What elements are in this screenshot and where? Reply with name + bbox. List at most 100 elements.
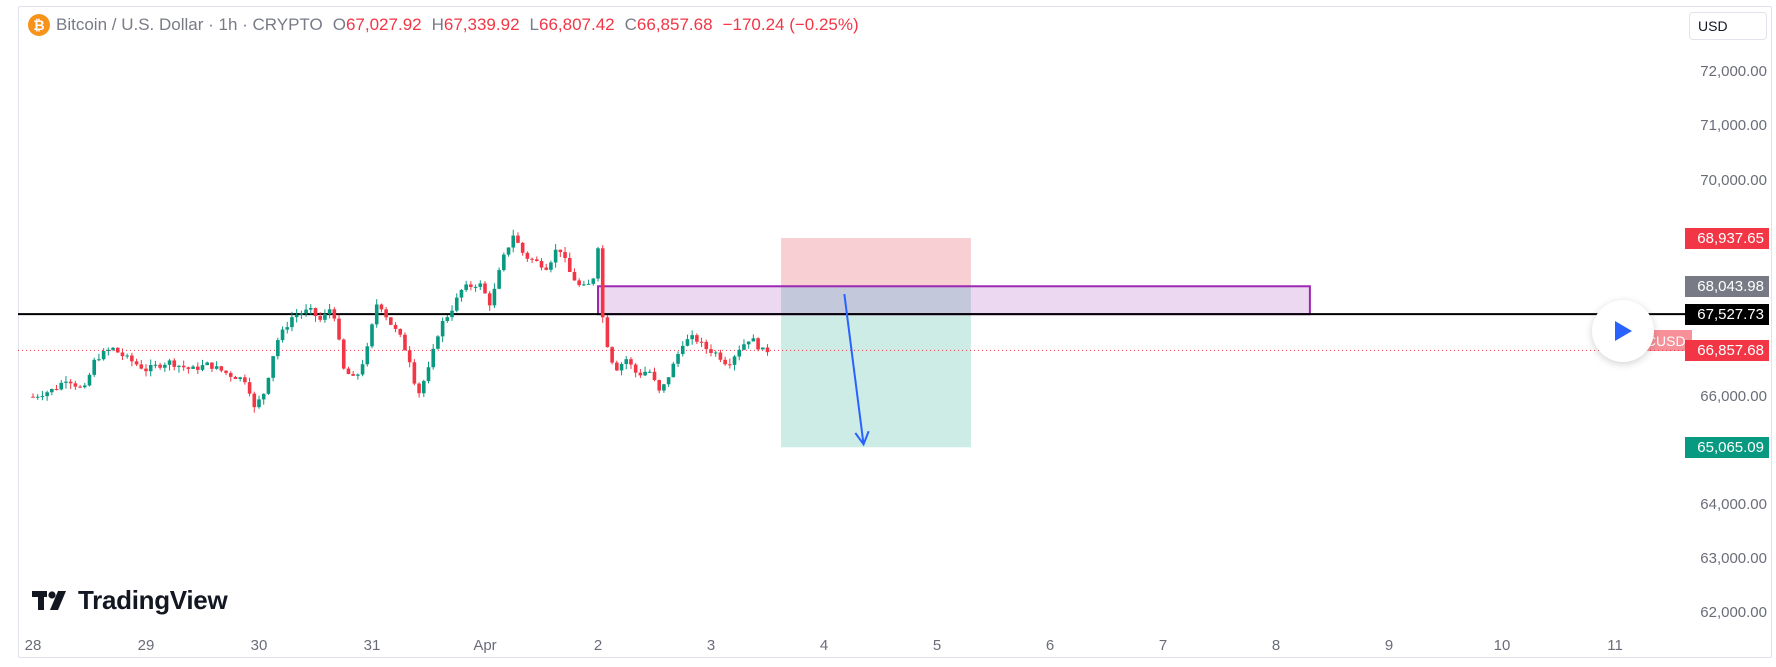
time-axis-tick: 10	[1493, 637, 1511, 654]
candle-body	[525, 252, 530, 259]
candle-body	[341, 339, 346, 369]
candle-body	[403, 334, 407, 351]
candle-body	[421, 381, 426, 394]
ohlc-open: O67,027.92	[332, 15, 422, 34]
candle-body	[158, 364, 162, 368]
candle-body	[374, 304, 379, 325]
price-axis-tick: 63,000.00	[1700, 549, 1767, 567]
candle-body	[511, 235, 516, 248]
projection-arrow-head	[854, 430, 870, 447]
candle-body	[191, 366, 195, 369]
time-axis-tick: 31	[363, 637, 381, 654]
candle-body	[473, 286, 478, 288]
candle-body	[728, 364, 732, 366]
candle-body	[360, 364, 365, 375]
candle-body	[200, 365, 205, 370]
candle-body	[318, 316, 323, 320]
symbol-title[interactable]: Bitcoin / U.S. Dollar · 1h · CRYPTO	[56, 15, 323, 34]
time-axis-tick: 7	[1158, 637, 1168, 654]
candle-body	[393, 324, 398, 329]
candle-body	[40, 396, 45, 398]
candle-body	[605, 317, 610, 348]
candle-body	[252, 393, 257, 408]
symbol-header[interactable]: ₿ Bitcoin / U.S. Dollar · 1h · CRYPTO O6…	[28, 14, 859, 36]
supply-zone-box	[597, 285, 1311, 316]
candle-body	[497, 270, 501, 289]
candle-body	[563, 252, 567, 258]
time-axis-tick: 8	[1271, 637, 1281, 654]
candle-body	[760, 347, 765, 350]
tradingview-logo-text: TradingView	[78, 585, 228, 615]
price-axis-tick: 64,000.00	[1700, 495, 1767, 513]
candle-body	[539, 261, 544, 268]
ohlc-values: O67,027.92 H67,339.92 L66,807.42 C66,857…	[333, 15, 859, 35]
candle-body	[487, 293, 492, 306]
candle-body	[737, 349, 742, 357]
price-axis-tick: 72,000.00	[1700, 63, 1767, 81]
candle-body	[214, 366, 219, 369]
ohlc-change: −170.24 (−0.25%)	[722, 15, 859, 34]
replay-button[interactable]	[1592, 300, 1654, 362]
candle-body	[450, 310, 454, 318]
candle-body	[261, 393, 266, 400]
candle-body	[195, 366, 200, 370]
candle-body	[233, 376, 238, 379]
price-tag: 66,857.68	[1685, 340, 1769, 362]
candle-body	[139, 364, 144, 369]
candle-body	[224, 370, 228, 373]
candle-body	[502, 254, 506, 271]
candle-body	[676, 353, 680, 364]
time-axis-tick: 28	[24, 637, 42, 654]
candle-body	[370, 324, 374, 347]
candle-body	[177, 365, 181, 367]
candle-body	[97, 359, 101, 361]
price-tag: 67,527.73	[1685, 304, 1769, 326]
candle-body	[31, 396, 35, 398]
candle-body	[643, 371, 647, 376]
tradingview-logo[interactable]: TradingView	[32, 585, 228, 616]
candle-body	[544, 267, 549, 270]
price-tag: 68,043.98	[1685, 276, 1769, 298]
candle-body	[337, 318, 341, 340]
time-axis-tick: 2	[593, 637, 603, 654]
currency-selector[interactable]: USD	[1689, 12, 1767, 40]
candle-body	[685, 339, 690, 346]
candle-body	[459, 289, 464, 298]
candle-body	[379, 304, 384, 310]
tradingview-logo-icon	[32, 590, 66, 610]
ohlc-high: H67,339.92	[431, 15, 520, 34]
price-axis-tick: 66,000.00	[1700, 387, 1767, 405]
candle-body	[530, 258, 534, 260]
candle-body	[723, 359, 727, 365]
candle-body	[351, 374, 355, 376]
candle-body	[534, 259, 539, 262]
candle-body	[464, 284, 468, 290]
candle-body	[186, 367, 191, 369]
candle-body	[50, 388, 54, 393]
candle-body	[148, 365, 153, 372]
candle-body	[492, 288, 497, 306]
candle-body	[205, 362, 210, 366]
candle-body	[59, 382, 64, 390]
candle-body	[78, 386, 82, 388]
price-axis-tick: 62,000.00	[1700, 603, 1767, 621]
candle-body	[558, 249, 563, 253]
time-axis-tick: 5	[932, 637, 942, 654]
candle-body	[304, 309, 308, 314]
candle-body	[35, 396, 40, 398]
price-axis-tick: 71,000.00	[1700, 117, 1767, 135]
candle-body	[101, 351, 106, 360]
candle-body	[506, 247, 511, 255]
candle-body	[426, 367, 431, 382]
candle-body	[153, 364, 158, 366]
candle-body	[704, 341, 709, 350]
ohlc-close: C66,857.68	[624, 15, 713, 34]
candle-body	[111, 347, 115, 350]
bitcoin-icon: ₿	[28, 14, 50, 36]
candle-body	[445, 317, 450, 321]
candle-body	[167, 360, 172, 365]
candle-body	[610, 347, 614, 363]
candle-body	[695, 335, 699, 342]
candle-body	[45, 392, 49, 397]
